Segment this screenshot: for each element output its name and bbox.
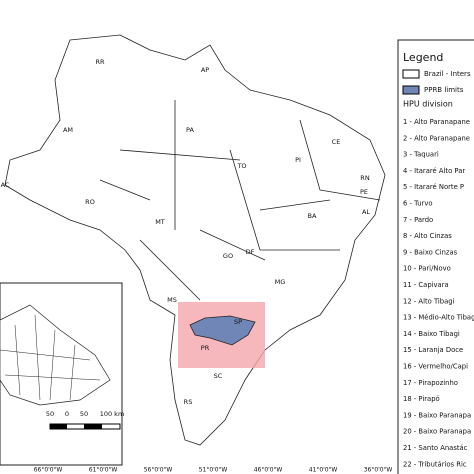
hpu-item: 22 - Tributários Ric xyxy=(403,460,467,468)
longitude-label: 41°0'0"W xyxy=(309,467,338,474)
inset-hpu-borders xyxy=(0,314,101,401)
longitude-label: 46°0'0"W xyxy=(254,467,283,474)
hpu-item: 16 - Vermelho/Capi xyxy=(403,363,468,371)
scale-label: 50 xyxy=(80,410,88,418)
hpu-item: 17 - Pirapozinho xyxy=(403,379,458,387)
state-label: PA xyxy=(186,126,195,134)
hpu-item: 8 - Alto Cinzas xyxy=(403,232,452,240)
hpu-item: 11 - Capivara xyxy=(403,281,449,289)
state-label: CE xyxy=(332,138,341,146)
state-label: SC xyxy=(214,372,223,380)
state-label: PE xyxy=(360,188,368,196)
state-label: BA xyxy=(308,212,317,220)
scale-label: 50 xyxy=(46,410,54,418)
hpu-item: 21 - Santo Anastác xyxy=(403,444,468,452)
state-label: AM xyxy=(63,126,73,134)
legend-title: Legend xyxy=(403,51,443,64)
hpu-item: 14 - Baixo Tibagi xyxy=(403,330,460,338)
hpu-item: 19 - Baixo Paranapa xyxy=(403,411,471,419)
hpu-item: 12 - Alto Tibagi xyxy=(403,297,455,305)
longitude-label: 36°0'0"W xyxy=(364,467,393,474)
legend-item: Brazil - Inters xyxy=(424,70,471,78)
inset-basin xyxy=(0,304,111,406)
hpu-item: 20 - Baixo Paranapa xyxy=(403,428,471,436)
longitude-label: 61°0'0"W xyxy=(89,467,118,474)
hpu-item: 6 - Turvo xyxy=(403,200,433,208)
state-label: GO xyxy=(223,252,233,260)
scale-label: 0 xyxy=(65,410,69,418)
legend-subtitle: HPU division xyxy=(403,100,453,109)
longitude-label: 66°0'0"W xyxy=(34,467,63,474)
hpu-item: 18 - Pirapó xyxy=(403,395,440,403)
state-label: AL xyxy=(362,208,370,216)
state-label: DF xyxy=(246,248,255,256)
state-label: MT xyxy=(155,218,165,226)
longitude-label: 56°0'0"W xyxy=(144,467,173,474)
hpu-item: 1 - Alto Paranapane xyxy=(403,118,470,126)
state-label: RR xyxy=(95,58,105,66)
hpu-item: 15 - Laranja Doce xyxy=(403,346,463,354)
scale-bar-segment xyxy=(84,424,102,429)
scale-bar-segment xyxy=(50,424,67,429)
legend-box xyxy=(397,39,474,474)
state-label: RN xyxy=(360,174,370,182)
hpu-item: 4 - Itararé Alto Par xyxy=(403,167,465,175)
state-label: AP xyxy=(201,66,209,74)
state-label: MG xyxy=(275,278,286,286)
legend-item: PPRB limits xyxy=(424,86,464,94)
state-label: RO xyxy=(85,198,95,206)
hpu-item: 3 - Taquari xyxy=(403,151,439,159)
longitude-label: 51°0'0"W xyxy=(199,467,228,474)
hpu-item: 9 - Baixo Cinzas xyxy=(403,248,458,256)
hpu-item: 5 - Itararé Norte P xyxy=(403,183,464,191)
hpu-item: 10 - Pari/Novo xyxy=(403,265,451,273)
pprb-area xyxy=(189,315,256,346)
hpu-item: 2 - Alto Paranapane xyxy=(403,134,470,142)
state-label: TO xyxy=(236,162,246,170)
brazil-outline xyxy=(4,34,386,446)
state-label: PR xyxy=(201,344,210,352)
legend-swatch xyxy=(402,69,420,79)
state-label: AC xyxy=(1,181,10,189)
state-label: MS xyxy=(167,296,177,304)
state-label: RS xyxy=(184,398,193,406)
legend-swatch xyxy=(402,85,420,95)
hpu-item: 13 - Médio-Alto Tibag xyxy=(403,314,474,322)
scale-label: 100 km xyxy=(100,410,125,418)
hpu-item: 7 - Pardo xyxy=(403,216,433,224)
state-label: PI xyxy=(295,156,301,164)
state-borders xyxy=(99,100,381,301)
state-label: SP xyxy=(234,318,242,326)
